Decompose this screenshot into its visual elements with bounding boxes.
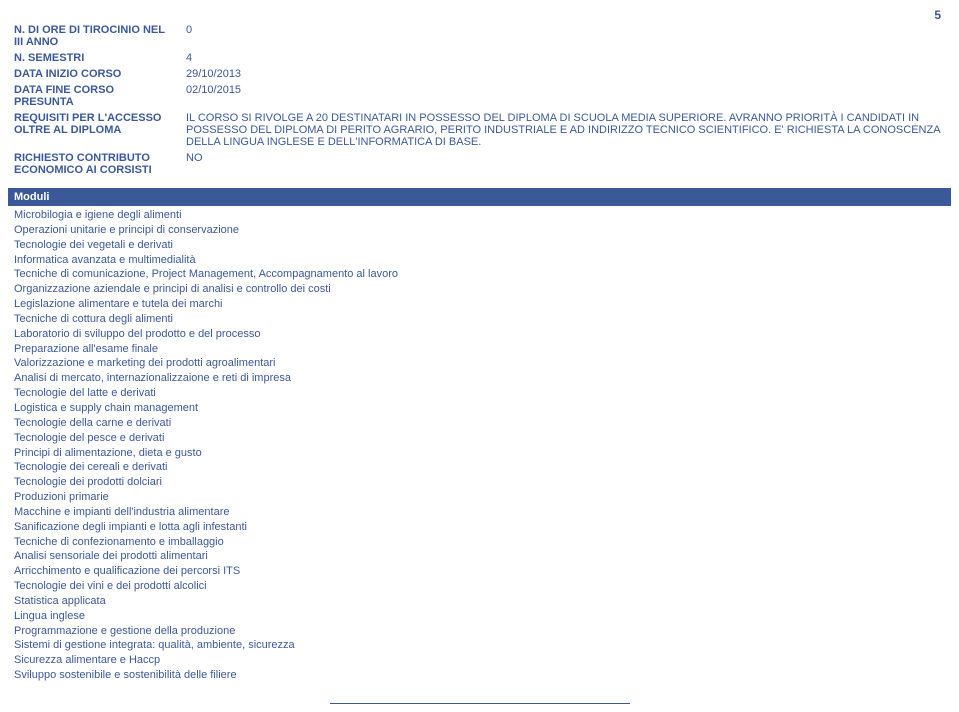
info-value: 29/10/2013	[180, 66, 951, 82]
moduli-item: Produzioni primarie	[14, 490, 945, 505]
info-row: REQUISITI PER L'ACCESSO OLTRE AL DIPLOMA…	[8, 110, 951, 150]
moduli-item: Tecnologie dei cereali e derivati	[14, 460, 945, 475]
moduli-item: Tecniche di cottura degli alimenti	[14, 312, 945, 327]
moduli-item: Operazioni unitarie e principi di conser…	[14, 223, 945, 238]
moduli-item: Tecnologie del latte e derivati	[14, 386, 945, 401]
info-row: DATA INIZIO CORSO29/10/2013	[8, 66, 951, 82]
moduli-list: Microbilogia e igiene degli alimentiOper…	[8, 206, 951, 685]
moduli-item: Programmazione e gestione della produzio…	[14, 624, 945, 639]
moduli-item: Lingua inglese	[14, 609, 945, 624]
info-label: N. SEMESTRI	[8, 50, 180, 66]
info-label: N. DI ORE DI TIROCINIO NEL III ANNO	[8, 22, 180, 50]
moduli-item: Principi di alimentazione, dieta e gusto	[14, 446, 945, 461]
moduli-item: Macchine e impianti dell'industria alime…	[14, 505, 945, 520]
info-value: 0	[180, 22, 951, 50]
info-value: 02/10/2015	[180, 82, 951, 110]
moduli-item: Legislazione alimentare e tutela dei mar…	[14, 297, 945, 312]
moduli-item: Tecnologie del pesce e derivati	[14, 431, 945, 446]
moduli-item: Organizzazione aziendale e principi di a…	[14, 282, 945, 297]
footer-divider	[330, 703, 630, 704]
moduli-item: Tecnologie della carne e derivati	[14, 416, 945, 431]
info-row: N. DI ORE DI TIROCINIO NEL III ANNO0	[8, 22, 951, 50]
info-label: DATA INIZIO CORSO	[8, 66, 180, 82]
moduli-item: Tecniche di comunicazione, Project Manag…	[14, 267, 945, 282]
moduli-item: Analisi sensoriale dei prodotti alimenta…	[14, 549, 945, 564]
moduli-item: Laboratorio di sviluppo del prodotto e d…	[14, 327, 945, 342]
page-number: 5	[8, 8, 951, 22]
moduli-item: Tecnologie dei vini e dei prodotti alcol…	[14, 579, 945, 594]
moduli-item: Arricchimento e qualificazione dei perco…	[14, 564, 945, 579]
moduli-item: Analisi di mercato, internazionalizzaion…	[14, 371, 945, 386]
moduli-item: Statistica applicata	[14, 594, 945, 609]
info-label: REQUISITI PER L'ACCESSO OLTRE AL DIPLOMA	[8, 110, 180, 150]
info-row: RICHIESTO CONTRIBUTO ECONOMICO AI CORSIS…	[8, 150, 951, 178]
info-label: RICHIESTO CONTRIBUTO ECONOMICO AI CORSIS…	[8, 150, 180, 178]
moduli-item: Preparazione all'esame finale	[14, 342, 945, 357]
moduli-item: Tecnologie dei prodotti dolciari	[14, 475, 945, 490]
moduli-header: Moduli	[8, 188, 951, 206]
info-label: DATA FINE CORSO PRESUNTA	[8, 82, 180, 110]
moduli-item: Tecniche di confezionamento e imballaggi…	[14, 535, 945, 550]
moduli-item: Informatica avanzata e multimedialità	[14, 253, 945, 268]
moduli-item: Valorizzazione e marketing dei prodotti …	[14, 356, 945, 371]
info-row: N. SEMESTRI4	[8, 50, 951, 66]
moduli-item: Microbilogia e igiene degli alimenti	[14, 208, 945, 223]
moduli-item: Sistemi di gestione integrata: qualità, …	[14, 638, 945, 653]
moduli-item: Logistica e supply chain management	[14, 401, 945, 416]
info-value: NO	[180, 150, 951, 178]
info-row: DATA FINE CORSO PRESUNTA02/10/2015	[8, 82, 951, 110]
moduli-item: Tecnologie dei vegetali e derivati	[14, 238, 945, 253]
moduli-item: Sicurezza alimentare e Haccp	[14, 653, 945, 668]
moduli-item: Sanificazione degli impianti e lotta agl…	[14, 520, 945, 535]
info-value: IL CORSO SI RIVOLGE A 20 DESTINATARI IN …	[180, 110, 951, 150]
info-table: N. DI ORE DI TIROCINIO NEL III ANNO0N. S…	[8, 22, 951, 178]
info-value: 4	[180, 50, 951, 66]
moduli-item: Sviluppo sostenibile e sostenibilità del…	[14, 668, 945, 683]
